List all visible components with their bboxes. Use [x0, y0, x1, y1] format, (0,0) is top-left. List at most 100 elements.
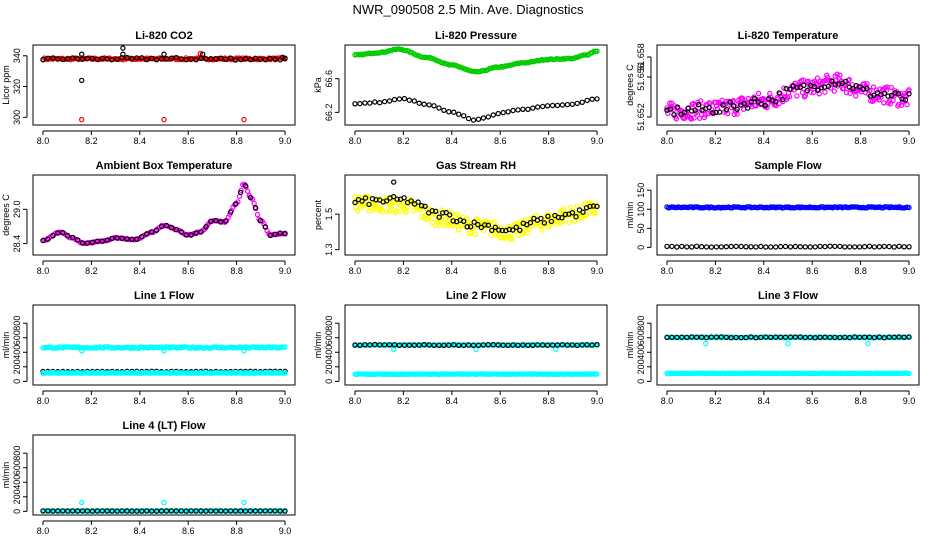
data-point: [471, 219, 477, 225]
data-point: [792, 243, 799, 250]
data-point: [530, 105, 536, 111]
x-tick-label: 8.4: [134, 266, 147, 276]
data-point: [821, 370, 828, 376]
plot-frame: [32, 434, 296, 516]
data-point: [440, 210, 446, 216]
x-tick-label: 9.0: [279, 526, 292, 536]
y-tick-label: 800: [12, 446, 22, 461]
data-point: [854, 334, 860, 340]
y-tick-label: 0: [636, 379, 646, 384]
data-point: [429, 207, 435, 214]
data-point: [422, 203, 428, 209]
data-point: [689, 244, 695, 250]
data-point: [148, 508, 155, 514]
data-point: [188, 56, 194, 62]
data-point: [584, 342, 590, 348]
y-tick-label: 800: [12, 316, 22, 331]
x-tick-label: 8.8: [542, 396, 555, 406]
data-point: [515, 107, 521, 113]
data-point: [375, 50, 381, 56]
data-point: [906, 91, 912, 97]
data-point: [208, 218, 214, 224]
data-point: [881, 335, 888, 341]
data-point: [362, 195, 369, 201]
data-point: [490, 342, 496, 348]
data-point: [837, 243, 843, 250]
data-point: [584, 97, 590, 104]
data-point: [540, 103, 546, 110]
data-point: [804, 87, 811, 94]
data-point: [69, 508, 76, 514]
data-point: [104, 56, 110, 62]
data-point: [244, 188, 251, 194]
data-point: [827, 243, 833, 249]
data-point: [753, 103, 759, 109]
data-point: [684, 334, 690, 341]
y-tick-label: 0: [12, 509, 22, 514]
series-black: [40, 45, 288, 84]
data-point: [768, 334, 774, 340]
data-point: [703, 244, 710, 250]
x-tick-label: 8.4: [134, 526, 147, 536]
data-point: [758, 334, 764, 341]
data-point: [850, 86, 856, 92]
y-axis-label: ml/min: [625, 202, 635, 229]
y-tick-label: 50: [636, 223, 646, 233]
data-point: [446, 108, 452, 115]
data-point: [574, 203, 581, 209]
outlier-point: [120, 45, 126, 51]
data-point: [777, 243, 784, 250]
x-tick-label: 8.8: [854, 136, 867, 146]
data-point: [753, 244, 759, 250]
data-point: [478, 224, 484, 231]
y-axis-label: Licor ppm: [1, 65, 11, 105]
data-point: [232, 201, 239, 207]
data-point: [876, 334, 883, 340]
data-point: [64, 232, 71, 239]
outlier-point: [241, 348, 247, 354]
data-point: [79, 240, 86, 246]
data-point: [535, 104, 541, 110]
data-point: [811, 89, 817, 96]
x-tick-label: 8.2: [397, 266, 410, 276]
data-point: [787, 334, 794, 340]
data-point: [685, 105, 691, 112]
data-point: [158, 508, 165, 514]
y-axis-label: degrees C: [1, 194, 11, 236]
data-point: [669, 334, 675, 340]
data-point: [163, 222, 170, 229]
y-axis-label: ml/min: [1, 462, 11, 489]
data-point: [525, 342, 531, 348]
data-point: [482, 222, 488, 228]
data-point: [868, 370, 875, 377]
data-point: [728, 335, 734, 341]
x-tick-label: 8.6: [182, 526, 195, 536]
data-point: [500, 342, 506, 348]
data-point: [103, 370, 110, 376]
data-point: [456, 214, 463, 221]
data-point: [587, 203, 593, 210]
series-black: [664, 243, 912, 250]
data-point: [178, 229, 184, 235]
x-tick-label: 8.8: [230, 136, 243, 146]
data-point: [548, 218, 555, 225]
x-tick-label: 8.4: [758, 136, 771, 146]
outlier-point: [78, 77, 85, 84]
outlier-point: [161, 51, 167, 57]
data-point: [99, 508, 106, 514]
y-tick-label: 400: [324, 345, 334, 360]
data-point: [485, 342, 491, 348]
data-point: [559, 102, 566, 108]
data-point: [227, 209, 234, 215]
data-point: [270, 370, 277, 376]
data-point: [367, 100, 373, 106]
data-point: [787, 244, 794, 250]
data-point: [584, 211, 590, 218]
data-point: [428, 342, 434, 348]
data-point: [203, 56, 209, 62]
data-point: [441, 342, 447, 348]
x-tick-label: 8.0: [37, 396, 50, 406]
data-point: [362, 100, 368, 106]
outlier-point: [161, 499, 167, 506]
data-point: [569, 342, 576, 348]
